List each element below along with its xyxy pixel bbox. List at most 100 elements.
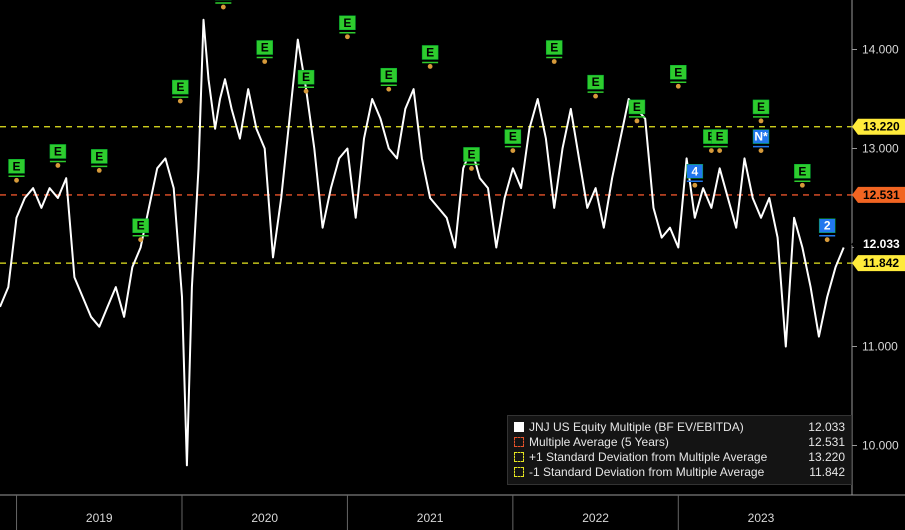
- x-tick-label: 2021: [417, 511, 444, 525]
- event-marker-box: [339, 15, 356, 30]
- event-marker-box: [587, 74, 604, 90]
- value-tag-box: [851, 235, 905, 253]
- x-tick-label: 2020: [251, 511, 278, 525]
- event-marker-dot: [717, 148, 723, 154]
- legend-item-multiple-average: Multiple Average (5 Years) 12.531: [514, 435, 845, 450]
- value-tag: 13.220: [852, 118, 905, 135]
- event-marker-dot: [303, 88, 309, 94]
- event-marker: E: [297, 69, 315, 94]
- legend-swatch-orange: [514, 437, 524, 447]
- event-marker-dot: [758, 118, 764, 124]
- event-marker-dot: [510, 148, 516, 154]
- event-marker-box: [670, 65, 687, 80]
- y-tick-label: 11.000: [862, 340, 898, 354]
- event-marker-dot: [634, 118, 640, 124]
- event-marker-box: [132, 218, 149, 233]
- event-marker: E: [711, 129, 728, 154]
- event-marker-box: [686, 164, 704, 179]
- event-marker-label: E: [343, 16, 351, 30]
- value-tag-box: [852, 186, 905, 203]
- event-marker-label: 4: [691, 164, 698, 178]
- event-marker-label: E: [592, 75, 600, 89]
- event-marker-box: [256, 40, 273, 55]
- event-marker-dot: [138, 237, 144, 243]
- event-marker: E: [421, 45, 439, 69]
- y-tick-label: 13.000: [862, 142, 899, 156]
- event-marker-dot: [593, 93, 598, 99]
- event-marker-box: [794, 164, 811, 179]
- event-marker-box: [818, 218, 836, 233]
- event-marker-label: E: [54, 144, 62, 158]
- x-axis: 2019 2020 2021 2022 2023: [0, 494, 905, 530]
- legend-value: 12.531: [808, 435, 845, 449]
- event-marker-label: E: [633, 100, 641, 114]
- event-marker-box: [49, 144, 67, 159]
- value-tag-label: 11.842: [863, 256, 899, 270]
- value-tag-box: [852, 255, 905, 272]
- event-marker-dot: [14, 177, 19, 183]
- event-markers: EEEEEEEEEEEEEEEEE4EEEN*E2: [8, 0, 836, 243]
- legend-value: 13.220: [808, 450, 845, 464]
- event-marker: E: [256, 40, 273, 64]
- value-tag-box: [852, 118, 905, 135]
- event-marker: N*: [752, 129, 770, 154]
- event-marker: E: [49, 144, 67, 168]
- event-marker-dot: [55, 163, 61, 168]
- event-marker-label: E: [95, 149, 103, 163]
- event-marker-dot: [824, 237, 830, 243]
- legend-label: -1 Standard Deviation from Multiple Aver…: [529, 465, 765, 479]
- event-marker: E: [132, 218, 149, 243]
- event-marker: 2: [818, 218, 836, 243]
- event-marker-label: E: [261, 41, 269, 55]
- event-marker-dot: [708, 148, 714, 154]
- event-marker-box: [421, 45, 439, 60]
- event-marker-box: [504, 129, 522, 144]
- legend-label: +1 Standard Deviation from Multiple Aver…: [529, 450, 768, 464]
- event-marker-label: E: [716, 130, 724, 144]
- event-marker-box: [463, 147, 480, 162]
- value-tag: 12.033: [851, 235, 905, 253]
- event-marker-box: [8, 159, 25, 174]
- event-marker-dot: [675, 83, 681, 89]
- event-marker: E: [545, 40, 563, 64]
- event-marker-box: [628, 99, 646, 115]
- legend-item-plus-1sd: +1 Standard Deviation from Multiple Aver…: [514, 450, 845, 465]
- event-marker-dot: [220, 4, 226, 10]
- event-marker-box: [172, 79, 189, 95]
- event-marker-box: [91, 149, 108, 164]
- event-marker: E: [794, 164, 811, 188]
- event-marker-dot: [345, 34, 350, 40]
- chart-legend: JNJ US Equity Multiple (BF EV/EBITDA) 12…: [507, 415, 852, 485]
- event-marker-label: 2: [824, 219, 831, 233]
- event-marker: E: [587, 74, 604, 99]
- event-marker-dot: [551, 59, 557, 64]
- event-marker-label: E: [798, 164, 806, 178]
- value-tag-label: 12.033: [863, 237, 900, 251]
- series-line-jnj-multiple: [0, 18, 845, 467]
- event-marker: 4: [686, 164, 704, 188]
- legend-label: JNJ US Equity Multiple (BF EV/EBITDA): [529, 420, 744, 434]
- event-marker-dot: [96, 168, 102, 173]
- event-marker-dot: [469, 166, 474, 171]
- y-tick-label: 10.000: [862, 439, 899, 453]
- event-marker: E: [380, 67, 398, 92]
- legend-item-jnj-multiple: JNJ US Equity Multiple (BF EV/EBITDA) 12…: [514, 420, 845, 435]
- event-marker: E: [463, 147, 480, 171]
- event-marker-dot: [692, 182, 698, 188]
- event-marker: E: [752, 99, 770, 124]
- event-marker-dot: [177, 98, 183, 104]
- event-marker: E: [628, 99, 646, 124]
- x-tick-label: 2023: [748, 511, 775, 525]
- x-tick-label: 2022: [582, 511, 609, 525]
- event-marker-box: [297, 69, 315, 85]
- legend-label: Multiple Average (5 Years): [529, 435, 669, 449]
- event-marker-dot: [758, 148, 764, 154]
- legend-swatch-yellow: [514, 467, 524, 477]
- event-marker: E: [339, 15, 356, 40]
- x-tick-label: 2019: [86, 511, 113, 525]
- event-marker-dot: [427, 64, 433, 69]
- event-marker-label: E: [467, 147, 475, 161]
- plot-area: [0, 18, 852, 467]
- event-marker-label: E: [385, 68, 393, 82]
